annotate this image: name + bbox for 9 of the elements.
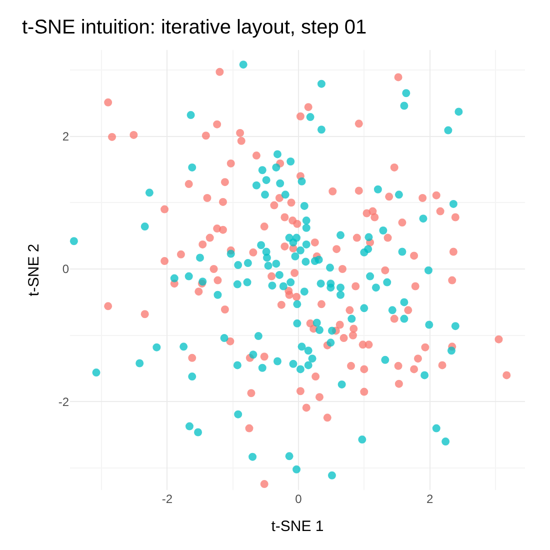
x-tick-label: 0 (295, 492, 302, 506)
chart-title: t-SNE intuition: iterative layout, step 01 (22, 16, 367, 38)
y-tick-label: -2 (58, 394, 70, 409)
y-tick-label: 2 (62, 129, 70, 144)
y-axis-title: t-SNE 2 (26, 244, 43, 296)
x-tick-label: 2 (426, 492, 434, 506)
x-tick-label: -2 (162, 492, 173, 506)
x-axis-title: t-SNE 1 (271, 518, 324, 535)
y-tick-label: 0 (62, 262, 70, 276)
